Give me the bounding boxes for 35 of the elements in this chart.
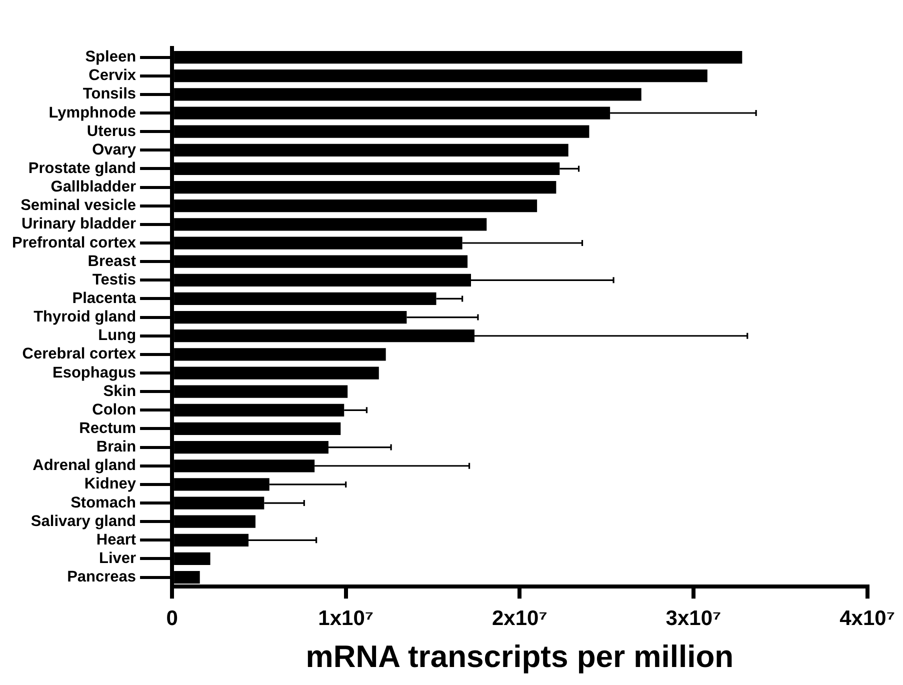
y-tick-label: Salivary gland <box>30 512 136 530</box>
y-tick-label: Ovary <box>92 141 136 158</box>
y-tick-label: Esophagus <box>52 364 136 382</box>
y-tick-label: Breast <box>88 252 136 270</box>
y-tick-label: Brain <box>96 438 136 456</box>
y-tick-label: Lung <box>98 327 136 344</box>
x-axis-title: mRNA transcripts per million <box>306 638 734 674</box>
y-tick-label: Placenta <box>72 290 136 308</box>
y-tick-label: Lymphnode <box>48 104 136 122</box>
y-tick-label: Adrenal gland <box>32 457 136 474</box>
x-tick-label: 1x10⁷ <box>318 606 374 630</box>
y-tick-label: Urinary bladder <box>21 216 136 233</box>
y-tick-label: Stomach <box>70 494 136 512</box>
y-tick-label: Tonsils <box>82 86 136 103</box>
x-tick-label: 2x10⁷ <box>492 606 548 630</box>
x-tick-label: 0 <box>166 606 178 630</box>
y-tick-label: Pancreas <box>67 568 136 586</box>
y-tick-label: Colon <box>92 401 136 418</box>
y-tick-label: Heart <box>96 531 136 548</box>
y-tick-label: Spleen <box>85 48 136 66</box>
y-tick-label: Skin <box>103 382 136 400</box>
x-tick-label: 3x10⁷ <box>666 606 722 630</box>
y-tick-label: Uterus <box>86 122 136 140</box>
y-tick-label: Thyroid gland <box>34 308 136 326</box>
y-tick-label: Liver <box>98 550 136 568</box>
y-tick-label: Cerebral cortex <box>22 346 136 363</box>
y-tick-label: Rectum <box>79 420 136 438</box>
y-tick-label: Prefrontal cortex <box>12 234 136 252</box>
y-tick-label: Testis <box>92 271 136 288</box>
y-tick-label: Cervix <box>88 67 136 84</box>
y-tick-label: Seminal vesicle <box>20 197 136 214</box>
y-tick-label: Prostate gland <box>28 160 136 177</box>
x-tick-label: 4x10⁷ <box>840 606 896 630</box>
y-tick-label: Kidney <box>84 476 136 493</box>
y-tick-label: Gallbladder <box>50 178 136 196</box>
